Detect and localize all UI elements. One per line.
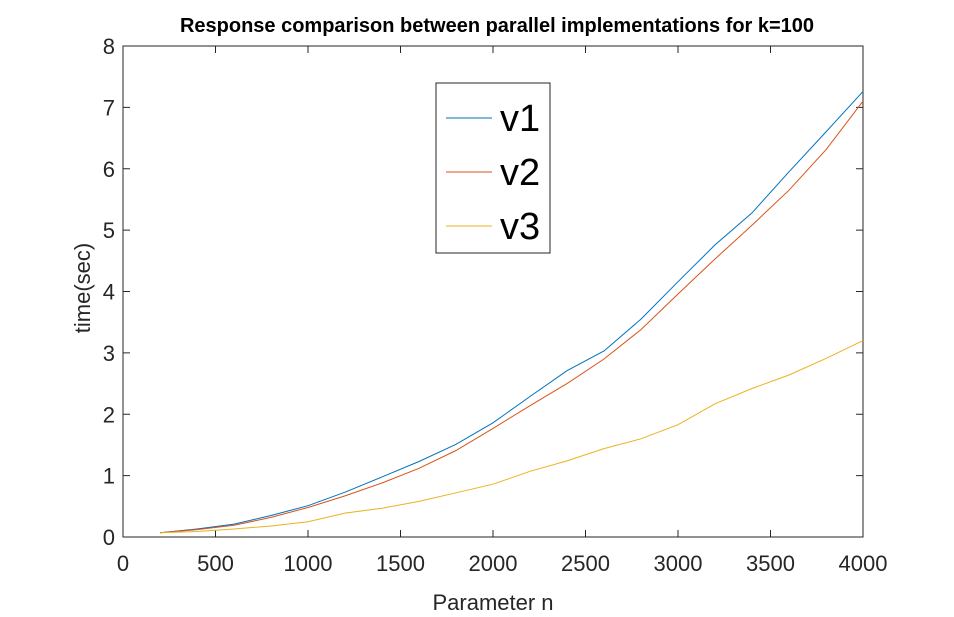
x-axis-label: Parameter n — [432, 590, 553, 615]
series-line-v1 — [159, 91, 864, 534]
x-tick-label: 1500 — [376, 551, 425, 576]
y-tick-label: 0 — [103, 525, 115, 550]
chart-title: Response comparison between parallel imp… — [180, 15, 814, 37]
x-tick-label: 2000 — [469, 551, 518, 576]
x-tick-label: 2500 — [561, 551, 610, 576]
y-tick-label: 2 — [103, 402, 115, 427]
series-line-v3 — [159, 340, 864, 534]
x-tick-label: 500 — [197, 551, 234, 576]
legend-box — [435, 82, 551, 254]
y-tick-label: 8 — [103, 34, 115, 59]
x-tick-label: 1000 — [284, 551, 333, 576]
y-tick-label: 5 — [103, 218, 115, 243]
legend-label-v3: v3 — [500, 206, 540, 248]
y-tick-label: 4 — [103, 280, 115, 305]
x-tick-label: 3000 — [654, 551, 703, 576]
legend-label-v2: v2 — [500, 152, 540, 194]
y-tick-label: 3 — [103, 341, 115, 366]
legend-label-v1: v1 — [500, 98, 540, 140]
y-axis-label: time(sec) — [70, 243, 95, 333]
x-tick-label: 4000 — [839, 551, 888, 576]
x-tick-label: 3500 — [746, 551, 795, 576]
x-tick-label: 0 — [117, 551, 129, 576]
y-tick-label: 1 — [103, 464, 115, 489]
series-line-v2 — [159, 100, 864, 534]
y-tick-label: 6 — [103, 157, 115, 182]
y-tick-label: 7 — [103, 95, 115, 120]
legend: v1 v2 v3 — [435, 82, 551, 254]
